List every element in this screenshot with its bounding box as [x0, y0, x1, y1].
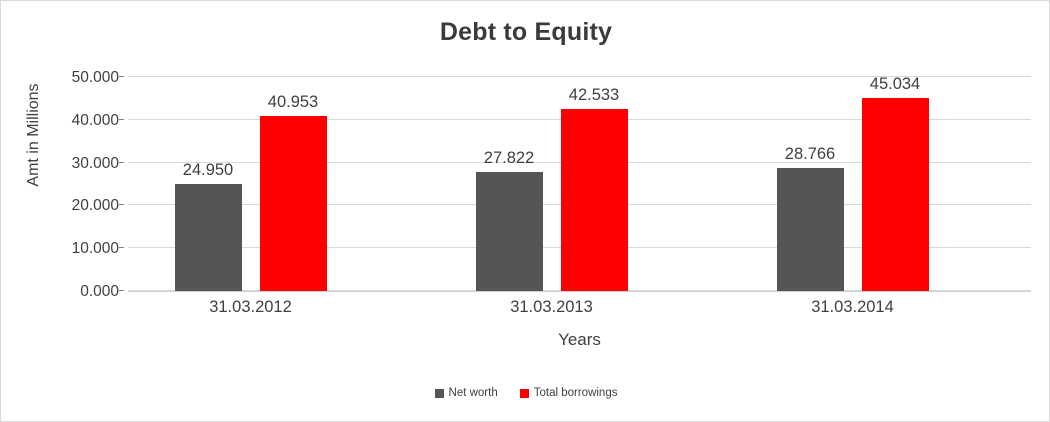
y-axis-tick-mark [119, 204, 124, 206]
y-axis-tick-mark [119, 118, 124, 120]
y-axis-tick-label: 10.000 [71, 240, 119, 258]
legend-label: Total borrowings [533, 387, 618, 399]
bar-data-label: 45.034 [869, 75, 921, 94]
bar-data-label: 40.953 [267, 92, 319, 111]
bar-net-worth[interactable] [174, 184, 242, 291]
y-axis-tick-mark [119, 161, 124, 163]
x-axis-line [128, 291, 1031, 292]
legend-label: Net worth [448, 387, 498, 399]
bar-borrowings[interactable] [259, 115, 327, 291]
y-axis-tick-label: 50.000 [71, 69, 119, 86]
bar-data-label: 28.766 [784, 144, 836, 163]
bar-borrowings[interactable] [560, 108, 628, 291]
bar-borrowings[interactable] [861, 98, 929, 291]
y-axis-tick-label: 0.000 [80, 283, 119, 300]
chart-title: Debt to Equity [439, 18, 613, 46]
legend-item-net-worth[interactable]: Net worth [434, 387, 498, 399]
y-axis-tick-mark [119, 247, 124, 249]
x-axis-category-label: 31.03.2012 [209, 298, 292, 316]
legend-swatch-icon [434, 388, 444, 398]
chart-legend: Net worth Total borrowings [1, 387, 1049, 399]
bar-net-worth[interactable] [475, 171, 543, 291]
x-axis-category-labels: 31.03.2012 31.03.2013 31.03.2014 [128, 298, 1031, 322]
plot-area: 24.950 40.953 27.822 42.533 28.766 45.034 [128, 75, 1031, 292]
y-axis-tick-mark [119, 290, 124, 291]
y-axis-tick-label: 40.000 [71, 111, 119, 129]
legend-swatch-icon [519, 388, 529, 398]
y-axis-tick-labels: 0.000 10.000 20.000 30.000 40.000 50.000 [1, 69, 124, 300]
bar-data-label: 42.533 [568, 85, 620, 104]
x-axis-title: Years [558, 330, 601, 349]
bar-data-label: 27.822 [483, 148, 535, 167]
y-axis-tick-mark [119, 76, 124, 77]
y-axis-tick-label: 20.000 [71, 197, 119, 215]
gridline [128, 76, 1031, 77]
x-axis-category-label: 31.03.2014 [811, 298, 894, 316]
y-axis-tick-label: 30.000 [71, 154, 119, 172]
legend-item-borrowings[interactable]: Total borrowings [519, 387, 618, 399]
bar-data-label: 24.950 [182, 161, 234, 180]
bar-net-worth[interactable] [776, 167, 844, 291]
x-axis-category-label: 31.03.2013 [510, 298, 593, 316]
